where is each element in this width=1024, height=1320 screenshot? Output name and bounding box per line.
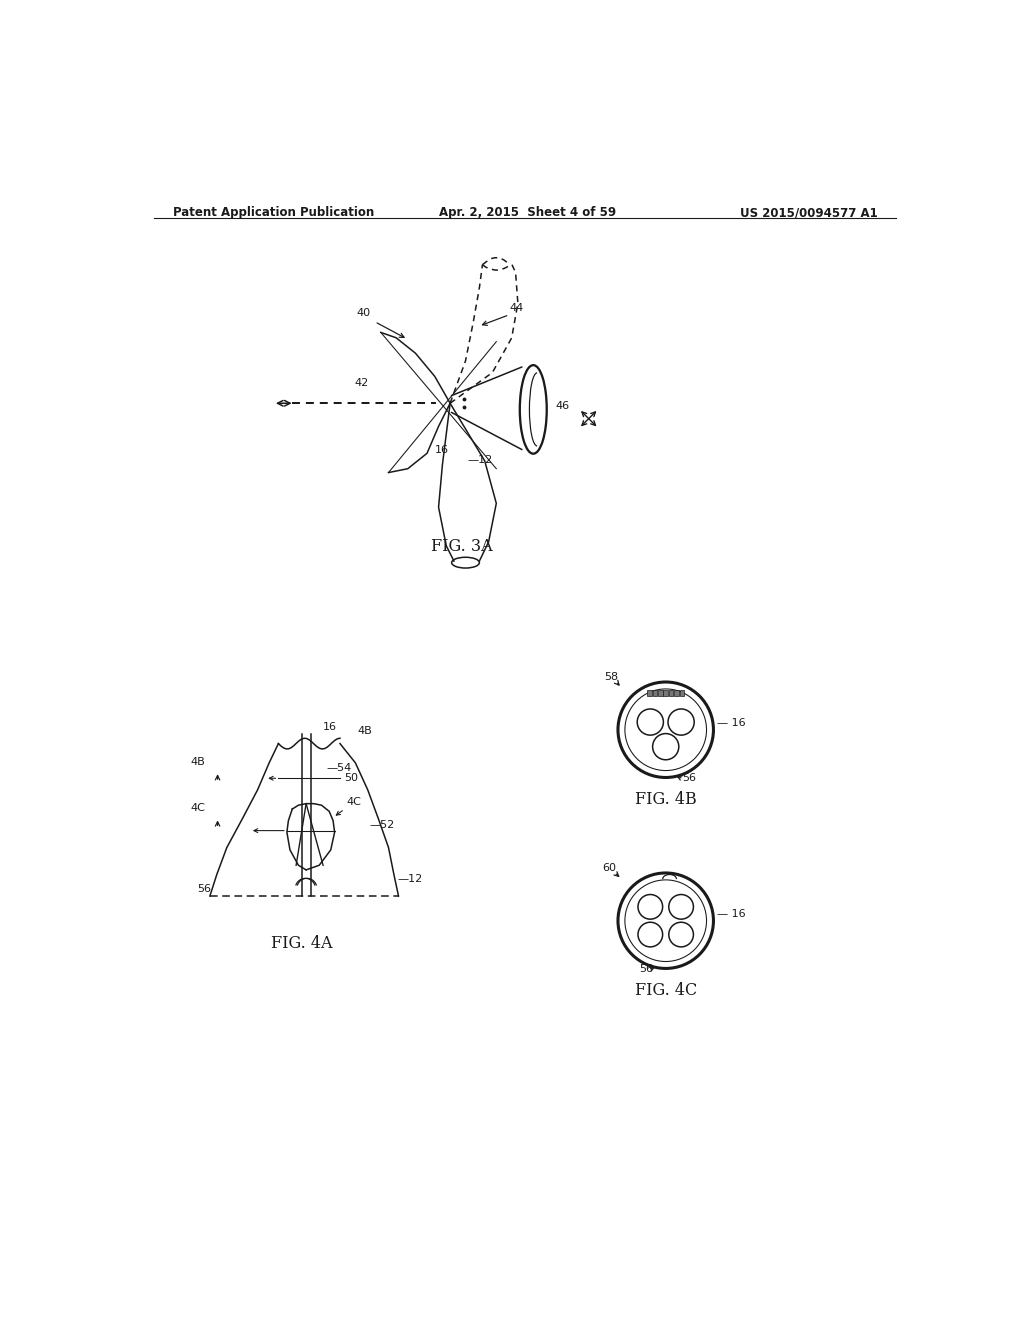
Text: 40: 40: [356, 309, 370, 318]
Text: 44: 44: [509, 302, 523, 313]
Text: 60: 60: [602, 863, 616, 874]
Text: 4B: 4B: [190, 758, 205, 767]
Bar: [652, 690, 657, 696]
Text: FIG. 4C: FIG. 4C: [635, 982, 697, 999]
Text: 56: 56: [639, 964, 652, 974]
Text: 56: 56: [683, 772, 696, 783]
Text: 42: 42: [354, 378, 369, 388]
Text: 16: 16: [323, 722, 337, 731]
Bar: [680, 690, 684, 696]
Text: 4B: 4B: [357, 726, 373, 737]
Text: Patent Application Publication: Patent Application Publication: [173, 206, 374, 219]
Bar: [664, 690, 668, 696]
Text: 4C: 4C: [346, 797, 361, 808]
Text: 56: 56: [197, 884, 211, 894]
Bar: [674, 690, 679, 696]
Text: 4C: 4C: [190, 804, 205, 813]
Bar: [647, 690, 652, 696]
Bar: [669, 690, 674, 696]
Text: FIG. 4B: FIG. 4B: [635, 791, 696, 808]
Text: —52: —52: [370, 820, 394, 830]
Text: 46: 46: [556, 401, 569, 411]
Text: FIG. 4A: FIG. 4A: [270, 935, 332, 952]
Bar: [658, 690, 663, 696]
Text: Apr. 2, 2015  Sheet 4 of 59: Apr. 2, 2015 Sheet 4 of 59: [438, 206, 615, 219]
Text: —12: —12: [397, 874, 422, 884]
Text: —54: —54: [327, 763, 352, 772]
Text: FIG. 3A: FIG. 3A: [431, 539, 493, 556]
Text: —12: —12: [468, 454, 494, 465]
Text: 58: 58: [604, 672, 618, 682]
Text: — 16: — 16: [717, 718, 745, 727]
Text: US 2015/0094577 A1: US 2015/0094577 A1: [739, 206, 878, 219]
Text: 50: 50: [345, 772, 358, 783]
Text: 16: 16: [435, 445, 449, 454]
Text: — 16: — 16: [717, 909, 745, 919]
